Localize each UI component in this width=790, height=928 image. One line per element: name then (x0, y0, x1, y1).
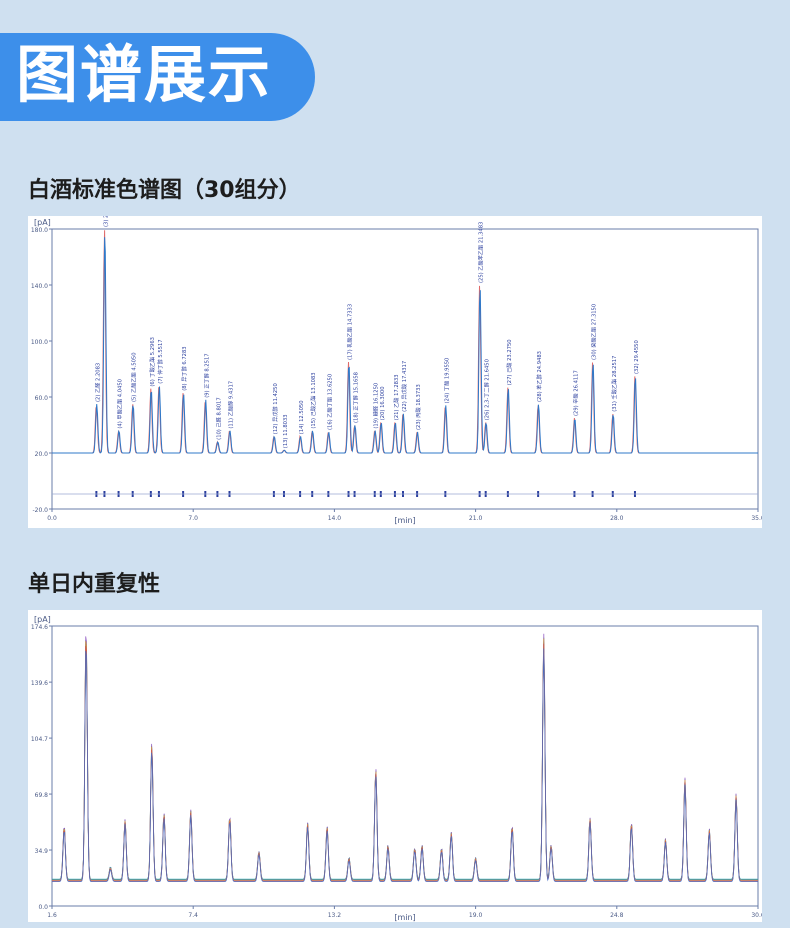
y-tick-label: 100.0 (31, 339, 48, 346)
chromatogram-trace (52, 643, 758, 882)
x-axis-label: [min] (394, 516, 415, 525)
chromatogram-trace (52, 633, 758, 881)
peak-label: (14) 12.5050 (299, 400, 305, 434)
peak-label: (31) 壬酸乙酯 28.2517 (610, 356, 618, 412)
peak-label: (5) 乙酸乙酯 4.5050 (130, 352, 138, 402)
page-title: 图谱展示 (16, 38, 273, 111)
chromatogram-standard: -20.0 20.0 60.0 100.0 140.0 180.0 0.0 7.0 14.0 21… (31, 200, 765, 525)
peak-label: (4) 甲酸乙酯 4.0450 (116, 379, 124, 429)
peak-label: (25) 乙酸苯乙酯 21.3483 (477, 222, 485, 283)
peak-label: (24) 丁酸 19.9550 (442, 358, 450, 404)
y-tick-label: 180.0 (31, 227, 48, 234)
x-tick-label: 21.0 (469, 515, 483, 522)
peak-label: (26) 2,3-丁二醇 21.6450 (483, 359, 491, 420)
x-tick-label: 30.6 (751, 912, 762, 919)
peak-label: (27) 己酸 23.2750 (505, 339, 513, 385)
peak-label: (8) 异丁醇 6.7283 (180, 346, 188, 390)
chromatogram-trace (52, 637, 758, 881)
y-axis-label: [pA] (34, 615, 51, 624)
chart-panel-repeatability: 0.0 34.9 69.8 104.7 139.6 174.6 1.6 7.4 13.2 19.0… (28, 610, 765, 922)
y-tick-label: 60.0 (35, 395, 49, 402)
x-tick-label: 13.2 (328, 912, 342, 919)
peak-label: (10) 己醛 8.8017 (214, 397, 222, 439)
y-axis-label: [pA] (34, 218, 51, 227)
peak-label: (19) 糠醛 16.1250 (372, 383, 380, 429)
peak-label: (30) 癸酸乙酯 27.3150 (590, 304, 598, 360)
peak-label: (20) 16.3000 (380, 386, 386, 420)
peak-label: (29) 辛酸 26.4117 (571, 370, 579, 416)
x-tick-label: 1.6 (47, 912, 57, 919)
peak-label: (16) 乙酸丁酯 13.6250 (325, 374, 333, 430)
x-tick-label: 7.4 (188, 912, 198, 919)
y-tick-label: 140.0 (31, 283, 48, 290)
plot-frame (51, 228, 759, 510)
y-tick-label: 174.6 (31, 624, 48, 631)
peak-label: (12) 异戊醇 11.4250 (271, 383, 279, 434)
chart-panel-standard: -20.0 20.0 60.0 100.0 140.0 180.0 0.0 7.0 14.0 21… (28, 200, 765, 528)
x-tick-label: 35.0 (751, 515, 762, 522)
x-tick-label: 28.0 (610, 515, 624, 522)
x-tick-label: 7.0 (188, 515, 198, 522)
x-tick-label: 14.0 (328, 515, 342, 522)
peak-label: (2) 乙醛 2.2083 (93, 363, 101, 402)
peak-label: (17) 乳酸乙酯 14.7333 (346, 304, 354, 360)
peak-label: (15) 己酸乙酯 13.1083 (309, 372, 317, 428)
peak-label: (9) 正丁醇 8.2517 (202, 353, 210, 397)
chromatogram-trace (52, 638, 758, 882)
x-tick-label: 24.8 (610, 912, 624, 919)
x-tick-label: 19.0 (469, 912, 483, 919)
y-tick-label: 0.0 (38, 904, 48, 911)
header-badge (0, 33, 315, 121)
y-tick-label: 34.9 (35, 848, 49, 855)
plot-frame (51, 625, 759, 907)
peak-label: (22) 异戊酸 17.4317 (400, 361, 408, 412)
chromatogram-trace (52, 648, 758, 883)
peak-label: (21) 乙酸 17.2833 (392, 374, 400, 420)
section-title-repeatability: 单日内重复性 (28, 572, 161, 597)
peak-label: (11) 乙酸醇 9.4317 (227, 381, 235, 429)
y-tick-label: 139.6 (31, 680, 48, 687)
x-tick-label: 0.0 (47, 515, 57, 522)
section-title-standard: 白酒标准色谱图（30组分） (28, 178, 301, 203)
y-tick-label: 20.0 (35, 451, 49, 458)
peak-label: (23) 丙酸 18.3733 (414, 384, 422, 430)
peak-label: (3) 2.6083 (103, 216, 109, 227)
x-axis-label: [min] (394, 913, 415, 922)
peak-label: (6) 丁酸乙酯 5.2963 (148, 337, 156, 387)
peak-label: (28) 苯乙醇 24.9483 (535, 351, 543, 402)
peak-label: (32) 29.4550 (634, 340, 640, 374)
y-tick-label: 69.8 (35, 792, 49, 799)
peak-label: (18) 正丁醇 15.1658 (352, 372, 360, 423)
chromatogram-trace (52, 237, 758, 454)
chromatogram-repeatability: 0.0 34.9 69.8 104.7 139.6 174.6 1.6 7.4 13.2 19.0… (31, 615, 765, 922)
y-tick-label: -20.0 (32, 507, 48, 514)
peak-label: (7) 仲丁醇 5.5517 (156, 339, 164, 383)
chromatogram-trace (52, 641, 758, 880)
peak-label: (13) 11.8033 (283, 414, 289, 448)
y-tick-label: 104.7 (31, 736, 48, 743)
